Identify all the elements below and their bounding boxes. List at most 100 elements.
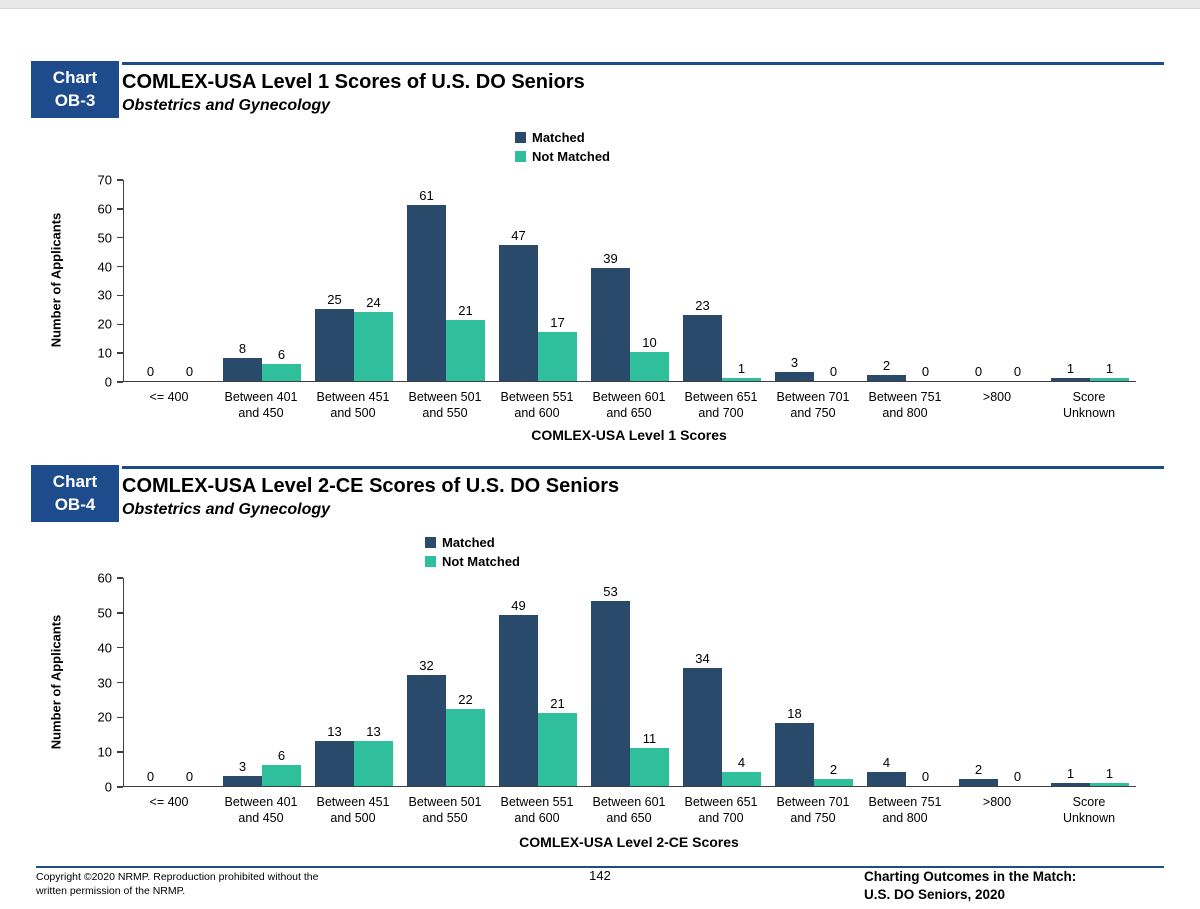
x-category-label: Between 601 and 650 [592,795,666,826]
bar-group: 47 17 [492,180,584,381]
bar-with-label: 1 [1051,180,1090,381]
legend-row-matched: Matched [425,535,520,551]
bar-value-label: 21 [458,303,473,319]
bar-groups: 0 0 3 6 13 13 32 22 49 21 53 11 34 4 18 2 4 0 2 0 1 1 [124,578,1136,786]
bar-with-label: 2 [814,578,853,786]
bar-value-label: 21 [550,695,565,711]
matched-bar [867,772,906,786]
bar-with-label: 0 [998,578,1037,786]
footer-copyright-line2: written permission of the NRMP. [36,885,186,898]
bar-with-label: 49 [499,578,538,786]
matched-bar [499,245,538,381]
bar-value-label: 39 [603,251,618,267]
x-category-label: Between 701 and 750 [776,390,850,421]
y-tick-label: 60 [97,201,112,217]
not-matched-bar [1090,782,1129,786]
bar-value-label: 1 [1105,765,1114,781]
legend-label-not-matched: Not Matched [442,553,520,569]
footer-report-title-line2: U.S. DO Seniors, 2020 [864,886,1006,902]
x-category-label: Between 551 and 600 [500,795,574,826]
bar-with-label: 22 [446,578,485,786]
bar-value-label: 2 [882,358,891,374]
matched-bar [315,308,354,381]
bar-with-label: 11 [630,578,669,786]
x-category-label: <= 400 [149,795,189,809]
footer-report-title: Charting Outcomes in the Match: U.S. DO … [864,868,1164,903]
bar-value-label: 24 [366,294,381,310]
bar-value-label: 0 [185,769,194,784]
matched-bar [959,779,998,786]
y-tick-mark [117,236,123,239]
y-tick-label: 20 [97,709,112,725]
legend-label-matched: Matched [532,130,585,145]
footer-rule [36,866,1164,868]
chart-badge-line1: Chart [52,471,98,491]
matched-bar [1051,378,1090,381]
y-tick-label: 30 [97,287,112,303]
chart-ob3-section: Chart OB-3 COMLEX-USA Level 1 Scores of … [0,61,1200,451]
y-tick-label: 0 [104,374,112,390]
bar-value-label: 1 [1066,765,1075,781]
x-category-label: Between 401 and 450 [224,795,298,826]
bar-value-label: 3 [790,355,799,371]
bar-with-label: 32 [407,578,446,786]
bar-value-label: 6 [277,346,286,362]
y-tick-mark [117,716,123,719]
legend: Matched Not Matched [515,130,610,164]
bar-value-label: 0 [921,364,930,379]
bar-group: 18 2 [768,578,860,786]
bar-with-label: 25 [315,180,354,381]
chart-title: COMLEX-USA Level 2-CE Scores of U.S. DO … [122,475,620,497]
bar-with-label: 1 [722,180,761,381]
bar-value-label: 23 [695,297,710,313]
bar-with-label: 2 [867,180,906,381]
bar-with-label: 18 [775,578,814,786]
bar-with-label: 8 [223,180,262,381]
chart-badge: Chart OB-4 [31,465,119,522]
x-category-label: Between 601 and 650 [592,390,666,421]
page-top-edge [0,0,1200,9]
chart-badge-line2: OB-4 [54,494,96,514]
bar-value-label: 0 [921,769,930,784]
bar-with-label: 21 [446,180,485,381]
bar-with-label: 0 [998,180,1037,381]
y-tick-label: 10 [97,744,112,760]
x-category-label: Between 501 and 550 [408,795,482,826]
bar-group: 39 10 [584,180,676,381]
chart-badge: Chart OB-3 [31,61,119,118]
bar-value-label: 6 [277,748,286,764]
legend-row-matched: Matched [515,130,610,146]
bar-value-label: 18 [787,706,802,722]
bar-value-label: 53 [603,584,618,600]
x-category-label: >800 [982,390,1012,404]
bar-with-label: 1 [1090,180,1129,381]
bar-with-label: 23 [683,180,722,381]
bar-value-label: 8 [238,340,247,356]
bar-with-label: 53 [591,578,630,786]
bar-with-label: 0 [906,180,945,381]
y-tick-mark [117,381,123,383]
bar-value-label: 0 [1013,769,1022,784]
bar-with-label: 6 [262,578,301,786]
not-matched-swatch-icon [515,150,526,162]
x-category-label: Between 451 and 500 [316,795,390,826]
bar-value-label: 0 [829,364,838,379]
not-matched-bar [262,765,301,786]
x-category-label: Score Unknown [1062,795,1116,826]
matched-swatch-icon [515,132,526,144]
bar-value-label: 61 [419,187,434,203]
matched-swatch-icon [425,537,436,549]
not-matched-bar [262,363,301,381]
footer-report-title-line1: Charting Outcomes in the Match: [864,869,1077,884]
bar-with-label: 24 [354,180,393,381]
footer-copyright: Copyright ©2020 NRMP. Reproduction prohi… [36,870,376,898]
bar-group: 34 4 [676,578,768,786]
x-axis-title: COMLEX-USA Level 2-CE Scores [519,834,739,850]
y-tick-label: 50 [97,230,112,246]
x-category-label: <= 400 [149,390,189,404]
y-tick-mark [117,681,123,684]
